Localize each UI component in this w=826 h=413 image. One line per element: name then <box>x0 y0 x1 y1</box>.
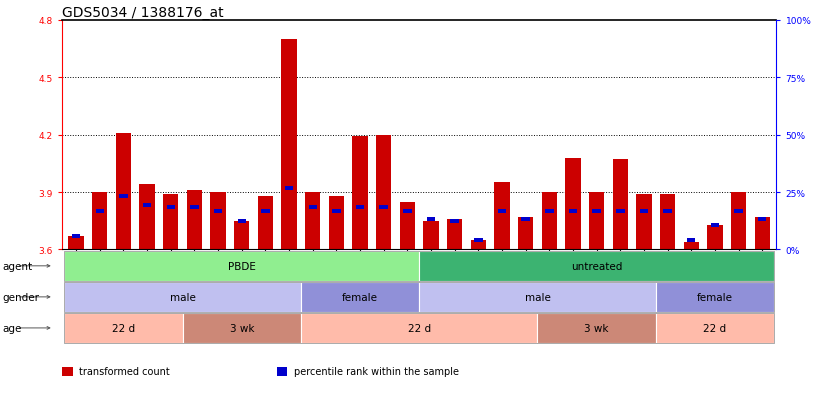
Text: percentile rank within the sample: percentile rank within the sample <box>294 366 459 376</box>
Text: untreated: untreated <box>571 261 622 271</box>
Bar <box>119 195 128 198</box>
Text: gender: gender <box>2 292 40 302</box>
Bar <box>639 210 648 214</box>
Bar <box>116 133 131 250</box>
Bar <box>400 202 415 250</box>
Text: male: male <box>525 292 550 302</box>
Bar <box>710 223 719 227</box>
Bar <box>755 217 770 250</box>
Bar <box>663 210 672 214</box>
Bar <box>163 195 178 250</box>
Text: female: female <box>342 292 378 302</box>
Bar <box>734 210 743 214</box>
Bar <box>613 160 628 250</box>
Bar <box>69 237 83 250</box>
Text: agent: agent <box>2 261 32 271</box>
Bar <box>305 192 320 250</box>
Bar <box>353 137 368 250</box>
Text: 22 d: 22 d <box>704 323 727 333</box>
Text: 22 d: 22 d <box>408 323 430 333</box>
Text: female: female <box>697 292 733 302</box>
Bar <box>616 210 624 214</box>
Bar <box>96 210 104 214</box>
Bar <box>285 187 293 191</box>
Bar <box>474 238 482 242</box>
Bar <box>518 217 534 250</box>
Bar <box>261 210 269 214</box>
Bar <box>143 204 151 208</box>
Bar <box>329 197 344 250</box>
Bar <box>471 240 486 250</box>
Bar <box>376 135 392 250</box>
Bar <box>238 219 246 223</box>
Bar <box>660 195 676 250</box>
Bar <box>450 219 459 223</box>
Bar <box>447 219 463 250</box>
Bar <box>167 206 175 210</box>
Bar <box>687 238 695 242</box>
Bar <box>636 195 652 250</box>
Text: 3 wk: 3 wk <box>230 323 254 333</box>
Text: age: age <box>2 323 21 333</box>
Bar <box>258 197 273 250</box>
Bar <box>424 221 439 250</box>
Bar <box>214 210 222 214</box>
Bar <box>592 210 601 214</box>
Bar <box>494 183 510 250</box>
Text: 3 wk: 3 wk <box>584 323 609 333</box>
Bar <box>403 210 411 214</box>
Bar <box>569 210 577 214</box>
Bar <box>707 225 723 250</box>
Bar <box>234 221 249 250</box>
Bar <box>379 206 388 210</box>
Bar <box>731 192 746 250</box>
Bar <box>282 40 297 250</box>
Text: male: male <box>169 292 196 302</box>
Bar <box>542 192 557 250</box>
Bar <box>684 242 699 250</box>
Bar <box>211 192 225 250</box>
Text: GDS5034 / 1388176_at: GDS5034 / 1388176_at <box>62 6 224 20</box>
Bar <box>190 206 199 210</box>
Bar <box>93 192 107 250</box>
Bar <box>758 217 767 221</box>
Bar <box>332 210 340 214</box>
Bar <box>545 210 553 214</box>
Bar <box>140 185 154 250</box>
Bar <box>187 191 202 250</box>
Text: 22 d: 22 d <box>112 323 135 333</box>
Bar <box>72 235 80 239</box>
Text: PBDE: PBDE <box>228 261 256 271</box>
Bar <box>521 217 530 221</box>
Bar <box>308 206 317 210</box>
Bar <box>589 192 605 250</box>
Bar <box>498 210 506 214</box>
Bar <box>427 217 435 221</box>
Bar <box>565 158 581 250</box>
Text: transformed count: transformed count <box>79 366 170 376</box>
Bar <box>356 206 364 210</box>
